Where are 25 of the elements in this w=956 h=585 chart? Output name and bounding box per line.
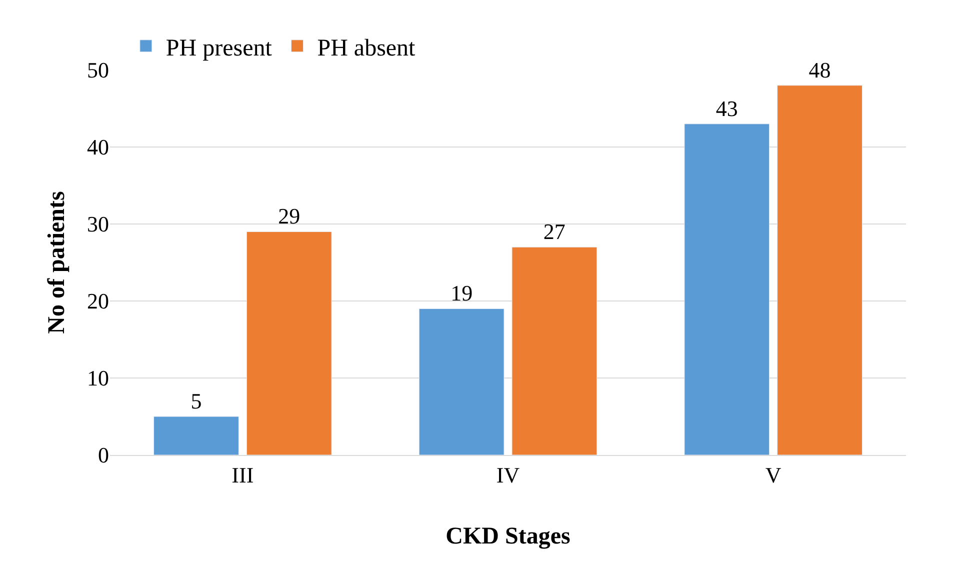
y-tick-label: 20 xyxy=(87,288,109,314)
y-tick-label: 40 xyxy=(87,134,109,160)
x-tick-label: III xyxy=(232,462,254,488)
y-tick-label: 10 xyxy=(87,366,109,391)
x-axis-title: CKD Stages xyxy=(446,524,570,550)
data-label: 5 xyxy=(190,388,202,414)
data-label: 43 xyxy=(716,96,738,121)
bar xyxy=(684,124,770,455)
legend-label: PH present xyxy=(166,35,272,62)
bar xyxy=(154,416,239,455)
y-axis-title: No of patients xyxy=(44,191,70,334)
legend-label: PH absent xyxy=(317,35,416,62)
data-label: 19 xyxy=(450,280,473,306)
y-tick-label: 50 xyxy=(87,58,109,83)
bar xyxy=(246,231,332,455)
data-label: 29 xyxy=(278,204,300,229)
bar xyxy=(418,308,504,455)
y-tick-label: 0 xyxy=(98,442,109,468)
data-label: 48 xyxy=(808,57,831,82)
x-tick-label: IV xyxy=(496,462,520,488)
y-tick-label: 30 xyxy=(87,212,109,237)
data-label: 27 xyxy=(543,219,566,244)
bar xyxy=(512,246,598,455)
bar xyxy=(777,85,862,455)
x-tick-label: V xyxy=(765,462,782,488)
